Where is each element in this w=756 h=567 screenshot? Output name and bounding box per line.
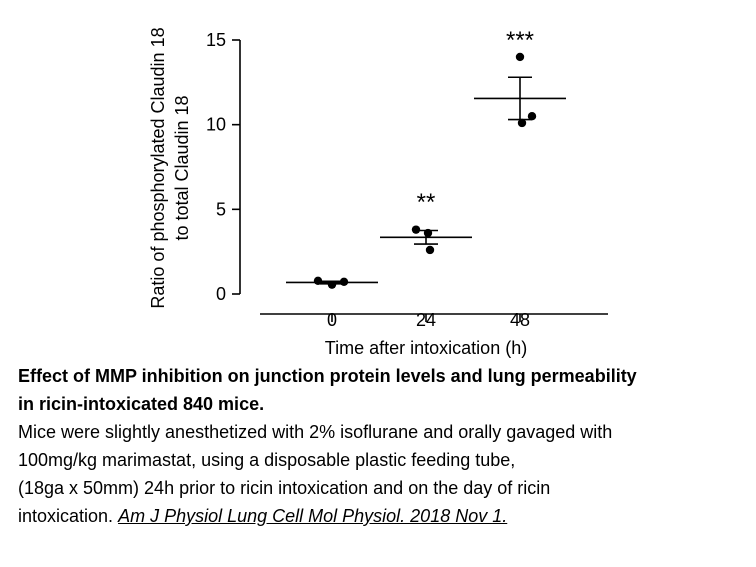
data-point: [313, 276, 323, 285]
caption-body-line4-text: intoxication.: [18, 506, 119, 526]
y-tick-label: 0: [216, 284, 226, 304]
x-tick-label: 0: [327, 310, 337, 330]
citation-link[interactable]: Am J Physiol Lung Cell Mol Physiol. 2018…: [118, 506, 508, 526]
data-point: [515, 52, 525, 62]
data-point: [411, 225, 421, 234]
x-tick-label: 24: [416, 310, 436, 330]
figure-caption: Effect of MMP inhibition on junction pro…: [18, 362, 754, 530]
y-axis-label-line2: to total Claudin 18: [172, 95, 192, 240]
data-point: [339, 277, 349, 287]
x-axis-label: Time after intoxication (h): [325, 338, 527, 358]
y-tick-label: 10: [206, 115, 226, 135]
caption-body-line3: (18ga x 50mm) 24h prior to ricin intoxic…: [18, 478, 551, 498]
caption-body-line1: Mice were slightly anesthetized with 2% …: [18, 422, 613, 442]
axes: 0 5 10 15 0 24 48: [206, 30, 608, 330]
y-axis-label-line1: Ratio of phosphorylated Claudin 18: [148, 27, 168, 308]
caption-title-line1: Effect of MMP inhibition on junction pro…: [18, 366, 637, 386]
significance-label: ***: [506, 27, 534, 54]
y-tick-label: 5: [216, 199, 226, 219]
data-point: [527, 112, 537, 121]
caption-body-line2: 100mg/kg marimastat, using a disposable …: [18, 450, 516, 470]
caption-title-line2: in ricin-intoxicated 840 mice.: [18, 394, 265, 414]
significance-label: **: [417, 189, 436, 216]
data-point: [517, 118, 527, 128]
data-point: [425, 245, 435, 255]
data-point: [423, 228, 433, 238]
data-point: [327, 280, 337, 289]
caption-body-line4: intoxication. Am J Physiol Lung Cell Mol…: [18, 502, 754, 530]
data-marks: *****: [286, 27, 566, 289]
y-tick-label: 15: [206, 30, 226, 50]
x-tick-label: 48: [510, 310, 530, 330]
